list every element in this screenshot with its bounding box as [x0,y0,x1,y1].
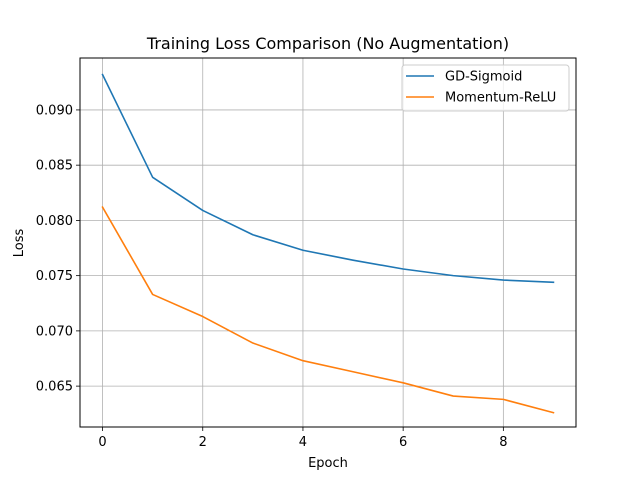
series-line-momentum-relu [101,206,555,414]
chart-title: Training Loss Comparison (No Augmentatio… [146,34,509,53]
legend-box [401,64,570,112]
x-tick-label: 8 [499,435,507,450]
x-axis: 0 2 4 6 8 [98,427,507,450]
series-lines [101,73,555,414]
y-tick-label: 0.070 [36,324,73,339]
plot-frame [79,57,577,428]
legend-label-gd-sigmoid: GD-Sigmoid [445,70,522,85]
x-tick-label: 0 [98,435,106,450]
y-axis-label: Loss [12,229,27,258]
x-tick-label: 4 [299,435,307,450]
y-tick-label: 0.085 [36,159,73,174]
y-axis: 0.065 0.070 0.075 0.080 0.085 0.090 [36,103,80,395]
x-axis-label: Epoch [308,456,348,471]
y-tick-label: 0.075 [36,269,73,284]
x-tick-label: 6 [399,435,407,450]
legend-label-momentum-relu: Momentum-ReLU [445,91,556,106]
y-tick-label: 0.065 [36,380,73,395]
x-tick-label: 2 [199,435,207,450]
series-line-gd-sigmoid [101,73,555,284]
y-tick-label: 0.090 [36,103,73,118]
y-tick-label: 0.080 [36,214,73,229]
legend: GD-Sigmoid Momentum-ReLU [401,64,570,112]
grid [80,58,576,427]
